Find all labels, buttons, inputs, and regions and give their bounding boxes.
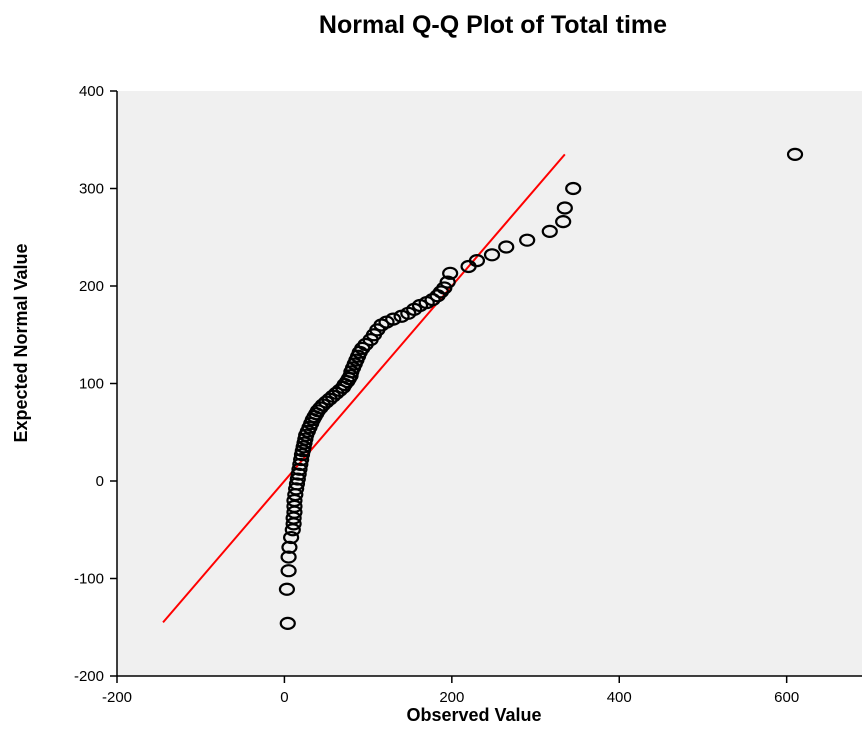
data-point [565, 181, 582, 196]
data-point [519, 233, 536, 247]
data-point [385, 312, 402, 326]
y-tick-label: 400 [79, 83, 104, 100]
data-point [541, 224, 558, 238]
x-axis-label: Observed Value [406, 705, 541, 725]
data-point [786, 147, 804, 161]
data-point [293, 452, 310, 467]
x-tick-label: 400 [607, 689, 632, 706]
plot-background [117, 91, 862, 676]
data-point [498, 240, 515, 254]
data-point [442, 266, 459, 280]
reference-line [162, 153, 566, 624]
data-point [280, 550, 297, 564]
data-point [439, 275, 456, 289]
y-tick-label: -100 [74, 571, 104, 588]
x-tick-label: 600 [774, 689, 799, 706]
data-point [468, 254, 486, 268]
data-point [556, 201, 573, 215]
y-tick-label: 0 [96, 473, 104, 490]
y-tick-label: 200 [79, 278, 104, 295]
y-ticks: -200 -100 0 100 200 300 400 [74, 83, 117, 685]
x-tick-label: 200 [439, 689, 464, 706]
data-point [483, 248, 501, 262]
plot-area [162, 147, 804, 630]
data-point [424, 293, 441, 307]
chart-title: Normal Q-Q Plot of Total time [319, 11, 667, 39]
data-point [555, 215, 572, 229]
y-tick-label: 300 [79, 181, 104, 198]
y-tick-label: -200 [74, 668, 104, 685]
x-tick-label: -200 [102, 689, 132, 706]
y-axis-label: Expected Normal Value [11, 243, 31, 442]
data-point [280, 564, 297, 578]
x-ticks: -200 0 200 400 600 [102, 676, 799, 706]
data-point [278, 582, 296, 596]
data-point [283, 530, 300, 545]
y-tick-label: 100 [79, 376, 104, 393]
data-point [279, 616, 296, 630]
x-tick-label: 0 [280, 689, 288, 706]
